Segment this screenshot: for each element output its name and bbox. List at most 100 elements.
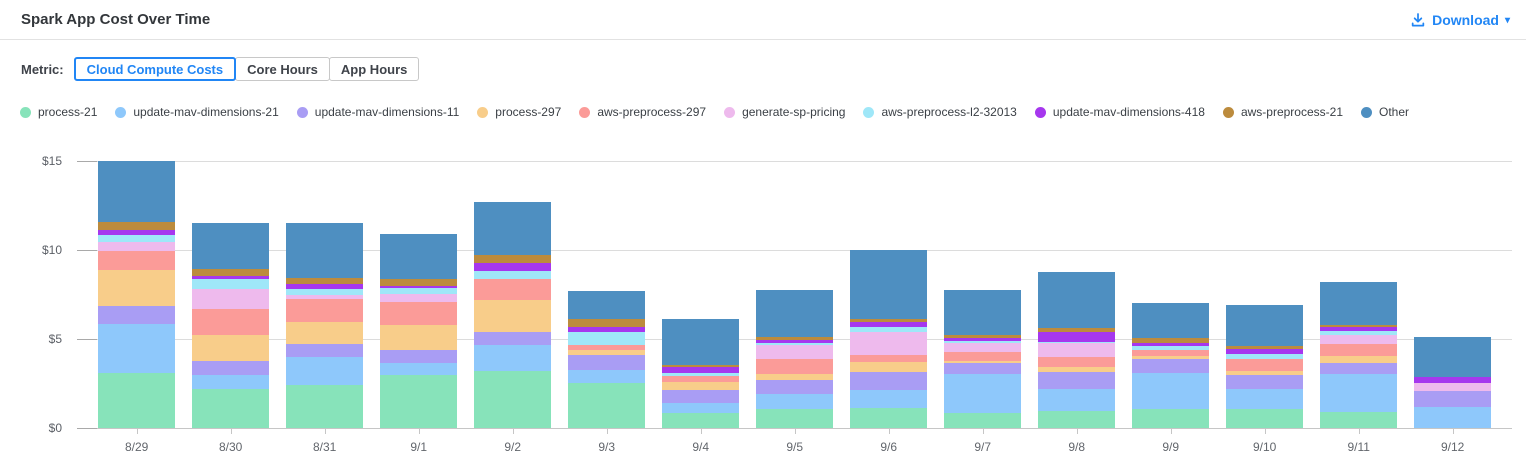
bar-segment-process-297[interactable] (1132, 355, 1210, 360)
bar-segment-generate-sp-pricing[interactable] (286, 295, 364, 299)
bar-segment-aws-preprocess-297[interactable] (850, 354, 928, 363)
bar-segment-process-297[interactable] (98, 269, 176, 307)
bar-segment-aws-preprocess-297[interactable] (1038, 356, 1116, 368)
legend-item-process-297[interactable]: process-297 (477, 105, 561, 119)
bar-segment-update-mav-dimensions-418[interactable] (662, 367, 740, 373)
bar-segment-update-mav-dimensions-418[interactable] (474, 263, 552, 272)
bar-segment-aws-preprocess-l2-32013[interactable] (1132, 346, 1210, 350)
bar-segment-aws-preprocess-21[interactable] (944, 334, 1022, 339)
bar-segment-other[interactable] (756, 290, 834, 338)
bar-segment-aws-preprocess-21[interactable] (662, 364, 740, 368)
bar-segment-update-mav-dimensions-11[interactable] (850, 371, 928, 390)
bar-segment-other[interactable] (850, 250, 928, 319)
bar-segment-update-mav-dimensions-21[interactable] (1226, 388, 1304, 410)
bar-segment-process-297[interactable] (474, 299, 552, 332)
download-button[interactable]: Download ▾ (1410, 12, 1510, 28)
bar-segment-update-mav-dimensions-11[interactable] (1132, 359, 1210, 373)
bar-segment-generate-sp-pricing[interactable] (944, 342, 1022, 353)
bar-segment-generate-sp-pricing[interactable] (1414, 382, 1492, 391)
bar-segment-update-mav-dimensions-11[interactable] (98, 306, 176, 324)
bar-segment-update-mav-dimensions-11[interactable] (286, 344, 364, 357)
bar-segment-update-mav-dimensions-11[interactable] (756, 379, 834, 395)
bar-segment-update-mav-dimensions-418[interactable] (568, 326, 646, 332)
legend-item-update-mav-dimensions-418[interactable]: update-mav-dimensions-418 (1034, 105, 1205, 119)
bar-segment-update-mav-dimensions-21[interactable] (1414, 406, 1492, 428)
bar-segment-process-21[interactable] (380, 375, 458, 428)
bar-segment-aws-preprocess-l2-32013[interactable] (568, 331, 646, 346)
bar-segment-update-mav-dimensions-11[interactable] (380, 349, 458, 363)
bar-segment-process-297[interactable] (1226, 370, 1304, 376)
bar-segment-update-mav-dimensions-11[interactable] (192, 361, 270, 375)
bar-segment-other[interactable] (286, 223, 364, 279)
bar-segment-aws-preprocess-21[interactable] (1132, 338, 1210, 343)
bar-segment-process-297[interactable] (286, 322, 364, 345)
bar-segment-other[interactable] (192, 223, 270, 269)
bar-segment-aws-preprocess-l2-32013[interactable] (662, 372, 740, 377)
bar-segment-update-mav-dimensions-21[interactable] (1320, 373, 1398, 412)
bar-segment-update-mav-dimensions-11[interactable] (1320, 362, 1398, 374)
bar-segment-generate-sp-pricing[interactable] (380, 294, 458, 302)
bar-segment-other[interactable] (944, 290, 1022, 335)
bar-segment-other[interactable] (474, 201, 552, 256)
bar-segment-update-mav-dimensions-21[interactable] (568, 370, 646, 384)
bar-segment-process-21[interactable] (1038, 411, 1116, 428)
bar-segment-aws-preprocess-21[interactable] (98, 222, 176, 231)
legend-item-process-21[interactable]: process-21 (20, 105, 97, 119)
bar-segment-aws-preprocess-297[interactable] (944, 352, 1022, 362)
bar-segment-aws-preprocess-297[interactable] (568, 345, 646, 350)
bar-segment-generate-sp-pricing[interactable] (756, 345, 834, 359)
legend-item-other[interactable]: Other (1361, 105, 1409, 119)
bar-segment-aws-preprocess-21[interactable] (1226, 346, 1304, 349)
bar-segment-update-mav-dimensions-11[interactable] (662, 389, 740, 403)
bar-segment-update-mav-dimensions-21[interactable] (380, 362, 458, 376)
bar-segment-aws-preprocess-297[interactable] (1226, 359, 1304, 371)
bar-segment-update-mav-dimensions-11[interactable] (1226, 375, 1304, 389)
bar-segment-process-297[interactable] (756, 373, 834, 380)
bar-segment-update-mav-dimensions-21[interactable] (1132, 372, 1210, 410)
bar-segment-process-21[interactable] (756, 409, 834, 428)
bar-segment-update-mav-dimensions-11[interactable] (568, 354, 646, 371)
bar-segment-other[interactable] (568, 290, 646, 319)
bar-segment-update-mav-dimensions-21[interactable] (286, 356, 364, 386)
bar-segment-aws-preprocess-297[interactable] (1320, 344, 1398, 356)
bar-segment-update-mav-dimensions-21[interactable] (192, 374, 270, 389)
bar-segment-aws-preprocess-l2-32013[interactable] (380, 288, 458, 295)
bar-segment-process-297[interactable] (944, 361, 1022, 363)
bar-segment-update-mav-dimensions-418[interactable] (756, 339, 834, 343)
bar-segment-process-21[interactable] (286, 385, 364, 428)
bar-segment-process-21[interactable] (850, 408, 928, 428)
bar-segment-aws-preprocess-297[interactable] (286, 298, 364, 323)
bar-segment-aws-preprocess-21[interactable] (1320, 324, 1398, 328)
bar-segment-aws-preprocess-21[interactable] (568, 318, 646, 327)
bar-segment-generate-sp-pricing[interactable] (1320, 334, 1398, 345)
bar-segment-aws-preprocess-l2-32013[interactable] (286, 289, 364, 296)
bar-segment-update-mav-dimensions-418[interactable] (850, 322, 928, 328)
bar-segment-process-21[interactable] (98, 372, 176, 428)
bar-segment-process-297[interactable] (192, 335, 270, 362)
bar-segment-generate-sp-pricing[interactable] (850, 331, 928, 355)
metric-option-cloud-compute-costs[interactable]: Cloud Compute Costs (73, 57, 237, 81)
bar-segment-aws-preprocess-21[interactable] (1038, 328, 1116, 332)
bar-segment-update-mav-dimensions-418[interactable] (1132, 342, 1210, 347)
bar-segment-process-297[interactable] (1038, 367, 1116, 372)
bar-segment-process-21[interactable] (192, 388, 270, 428)
bar-segment-aws-preprocess-297[interactable] (1132, 349, 1210, 356)
legend-item-aws-preprocess-21[interactable]: aws-preprocess-21 (1222, 105, 1343, 119)
bar-segment-update-mav-dimensions-21[interactable] (850, 389, 928, 409)
bar-segment-aws-preprocess-21[interactable] (756, 337, 834, 340)
bar-segment-aws-preprocess-l2-32013[interactable] (1226, 354, 1304, 360)
bar-segment-other[interactable] (380, 233, 458, 280)
bar-segment-update-mav-dimensions-11[interactable] (1414, 390, 1492, 407)
bar-segment-aws-preprocess-21[interactable] (380, 279, 458, 286)
bar-segment-aws-preprocess-l2-32013[interactable] (756, 342, 834, 346)
bar-segment-other[interactable] (1320, 282, 1398, 325)
bar-segment-process-21[interactable] (1320, 411, 1398, 428)
bar-segment-aws-preprocess-l2-32013[interactable] (98, 234, 176, 242)
bar-segment-update-mav-dimensions-21[interactable] (944, 373, 1022, 413)
bar-segment-aws-preprocess-297[interactable] (380, 301, 458, 325)
bar-segment-aws-preprocess-21[interactable] (286, 278, 364, 284)
bar-segment-aws-preprocess-l2-32013[interactable] (850, 327, 928, 332)
bar-segment-process-21[interactable] (1132, 409, 1210, 428)
bar-segment-update-mav-dimensions-418[interactable] (1320, 327, 1398, 331)
bar-segment-update-mav-dimensions-21[interactable] (474, 345, 552, 371)
